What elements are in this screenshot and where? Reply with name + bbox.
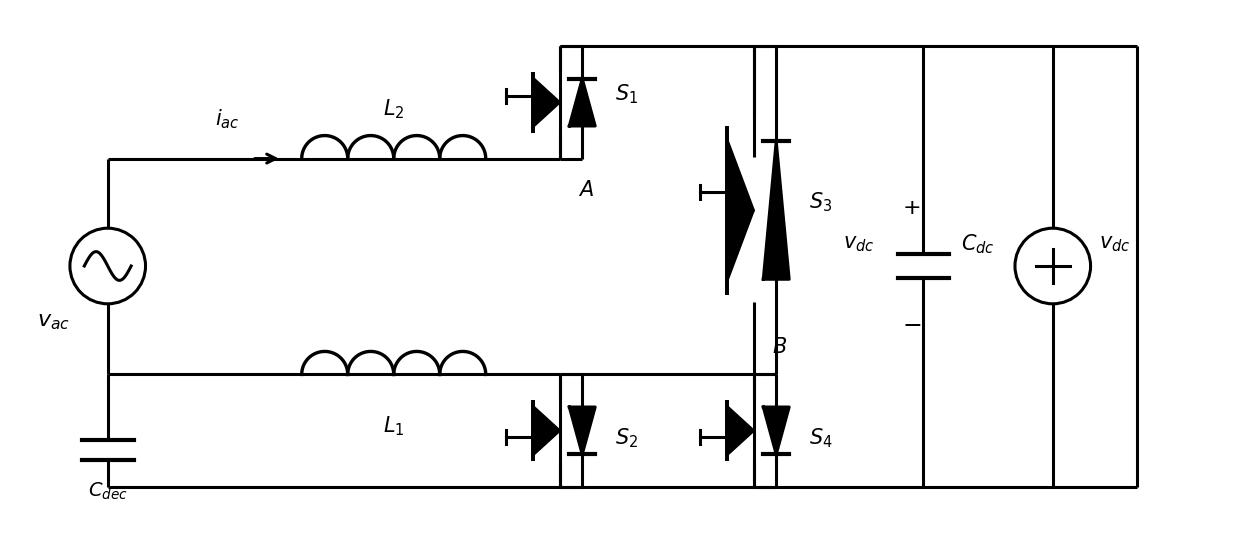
Text: $L_1$: $L_1$ <box>383 414 405 438</box>
Text: $i_{ac}$: $i_{ac}$ <box>215 107 239 131</box>
Text: $S_1$: $S_1$ <box>615 83 639 106</box>
Polygon shape <box>728 407 753 454</box>
Polygon shape <box>569 79 595 126</box>
Polygon shape <box>728 141 753 279</box>
Polygon shape <box>533 407 559 454</box>
Polygon shape <box>763 407 789 454</box>
Polygon shape <box>763 141 789 279</box>
Text: $v_{dc}$: $v_{dc}$ <box>843 235 875 254</box>
Text: $S_2$: $S_2$ <box>615 427 639 450</box>
Text: $L_2$: $L_2$ <box>383 97 405 120</box>
Text: $S_3$: $S_3$ <box>810 190 832 214</box>
Text: $B$: $B$ <box>772 336 787 357</box>
Text: $v_{ac}$: $v_{ac}$ <box>36 310 69 332</box>
Text: $S_4$: $S_4$ <box>810 427 832 450</box>
Text: $C_{dec}$: $C_{dec}$ <box>88 481 128 503</box>
Text: $A$: $A$ <box>578 180 595 200</box>
Text: $v_{dc}$: $v_{dc}$ <box>1099 235 1130 254</box>
Polygon shape <box>533 79 559 126</box>
Text: $C_{dc}$: $C_{dc}$ <box>962 232 996 256</box>
Text: $+$: $+$ <box>903 197 920 219</box>
Polygon shape <box>569 407 595 454</box>
Text: $-$: $-$ <box>901 312 921 336</box>
